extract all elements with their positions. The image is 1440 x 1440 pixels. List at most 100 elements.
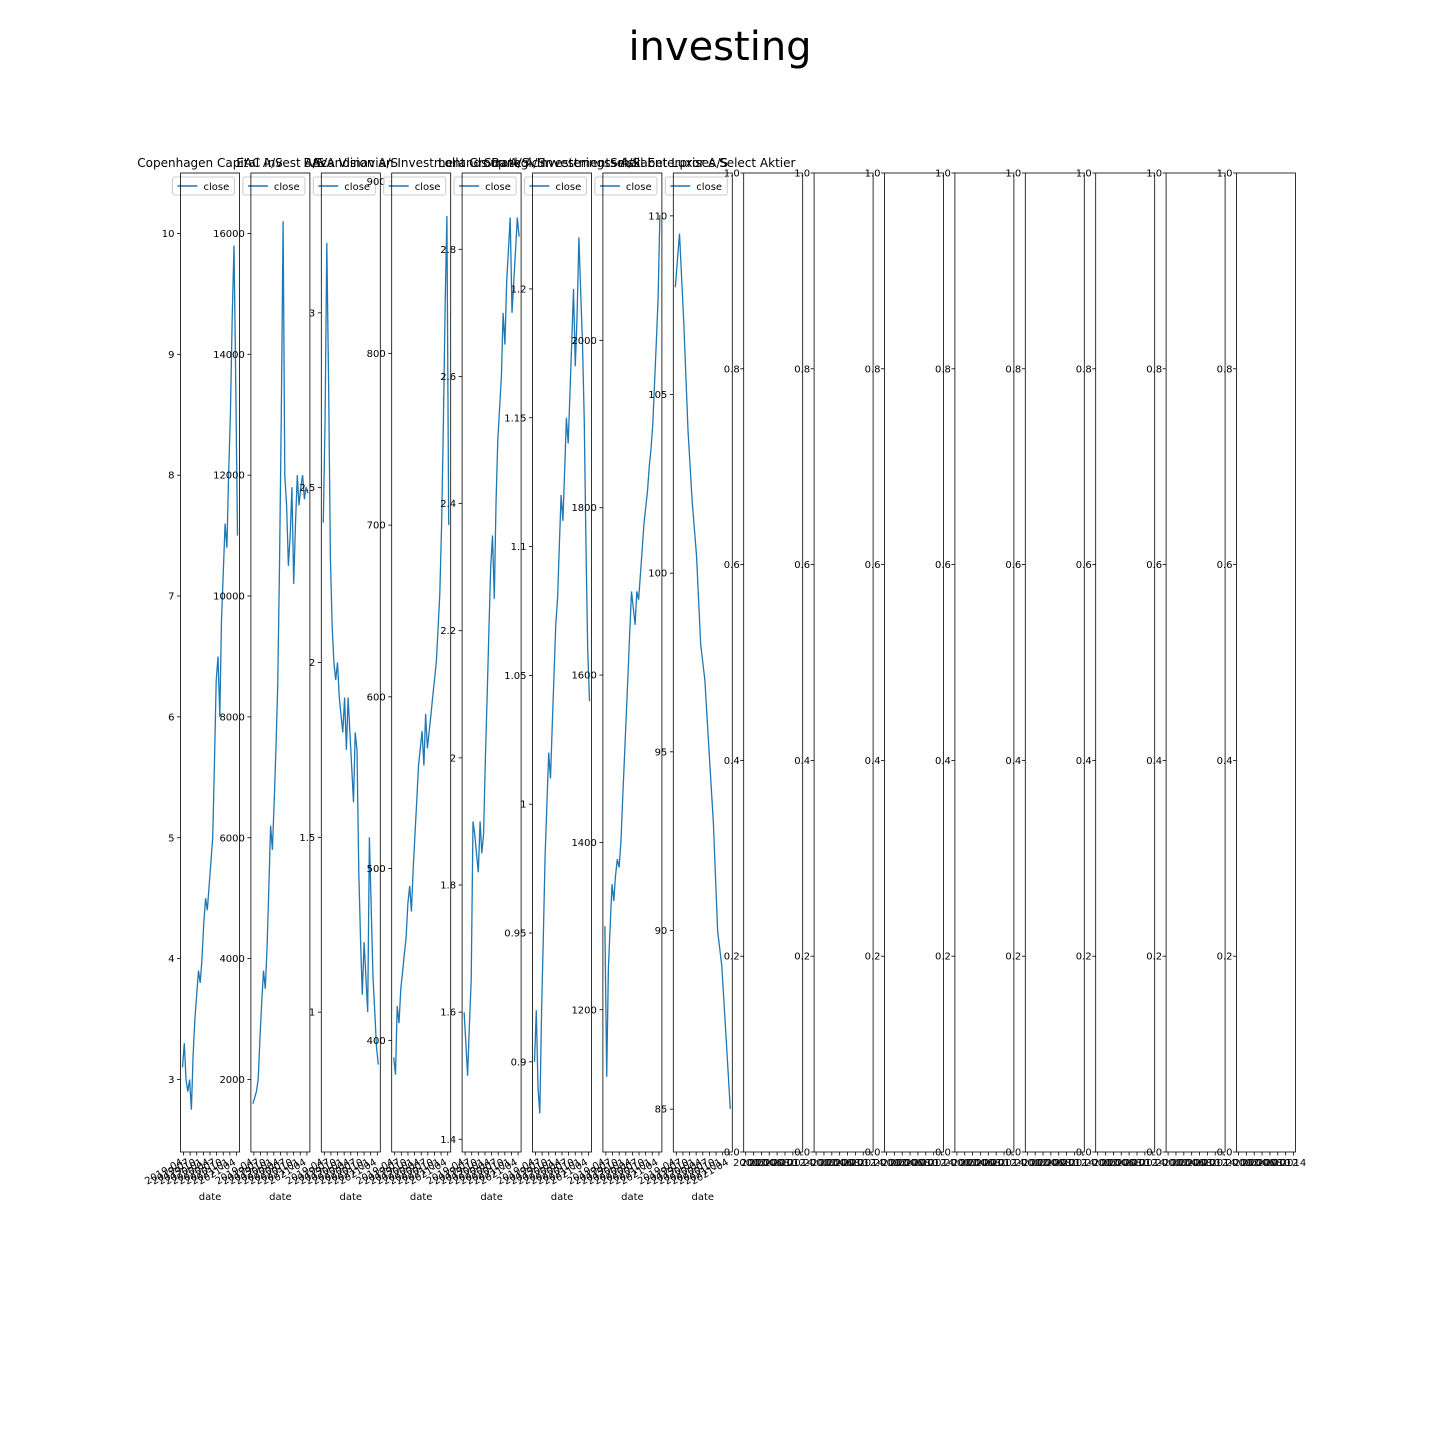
legend-label: close (274, 182, 300, 193)
subplot: 2000400060008000100001200014000160002019… (213, 156, 324, 1203)
x-tick-label: 2000 (1085, 1158, 1110, 1169)
y-tick-label: 1600 (571, 671, 596, 682)
y-tick-label: 2.2 (440, 626, 456, 637)
series-line (322, 242, 379, 1065)
y-tick-label: 1200 (571, 1005, 596, 1016)
y-tick-label: 0.6 (865, 560, 881, 571)
x-tick-label: 2008 (1187, 1158, 1212, 1169)
y-tick-label: 85 (655, 1105, 668, 1116)
y-tick-label: 1400 (571, 838, 596, 849)
x-axis-label: date (269, 1192, 292, 1203)
y-tick-label: 8 (168, 471, 174, 482)
axes-frame (532, 172, 592, 1153)
y-tick-label: 0.0 (935, 1148, 951, 1159)
subplot: 4005006007008009002019-042019-072019-102… (313, 156, 529, 1203)
y-tick-label: 0.2 (794, 952, 810, 963)
y-tick-label: 6000 (219, 833, 244, 844)
axes-frame (250, 172, 311, 1153)
y-tick-label: 4 (168, 954, 174, 965)
x-tick-label: 2006 (1038, 1158, 1063, 1169)
x-tick-label: 2012 (1273, 1158, 1298, 1169)
x-tick-label: 2002 (1093, 1158, 1118, 1169)
legend-box (172, 176, 235, 196)
y-tick-label: 0.2 (1076, 952, 1092, 963)
x-tick-label: 2012 (921, 1158, 946, 1169)
x-tick-label: 2014 (1140, 1158, 1165, 1169)
legend-label: close (415, 182, 441, 193)
y-tick-label: 1 (520, 800, 526, 811)
y-tick-label: 0.8 (794, 364, 810, 375)
y-tick-label: 3 (309, 308, 315, 319)
legend-label: close (344, 182, 370, 193)
subplot: 0.0 0.2 0.4 0.6 0.8 1.0 2000200220042006200820… (865, 169, 955, 1170)
y-tick-label: 700 (367, 521, 386, 532)
legend-label: close (204, 182, 230, 193)
subplot-grid: 3456789102019-042019-072019-102020-01202… (137, 156, 1306, 1203)
x-tick-label: 2008 (764, 1158, 789, 1169)
y-tick-label: 2.6 (440, 372, 456, 383)
y-tick-label: 1.05 (504, 671, 526, 682)
y-tick-label: 0.0 (794, 1148, 810, 1159)
y-tick-label: 1.0 (1217, 169, 1233, 180)
x-tick-label: 2014 (788, 1158, 813, 1169)
y-tick-label: 400 (367, 1036, 386, 1047)
subplot-title: Lollands Bank A/S (438, 156, 545, 170)
x-axis-label: date (410, 1192, 433, 1203)
y-tick-label: 0.6 (1146, 560, 1162, 571)
y-tick-label: 100 (648, 569, 667, 580)
x-tick-label: 2012 (1203, 1158, 1228, 1169)
y-tick-label: 0.0 (724, 1148, 740, 1159)
y-tick-label: 0.0 (865, 1148, 881, 1159)
y-tick-label: 14000 (213, 350, 245, 361)
x-tick-label: 2014 (1070, 1158, 1095, 1169)
y-tick-label: 0.8 (1076, 364, 1092, 375)
axes-frame (320, 172, 381, 1153)
subplot: 0.0 0.2 0.4 0.6 0.8 1.0 2000200220042006200820… (1076, 169, 1166, 1170)
y-tick-label: 600 (367, 692, 386, 703)
x-tick-label: 2006 (757, 1158, 782, 1169)
x-tick-label: 2008 (905, 1158, 930, 1169)
x-tick-label: 2000 (874, 1158, 899, 1169)
legend-box (383, 176, 447, 196)
subplot: 1.41.61.822.22.42.62.82019-042019-072019… (425, 156, 545, 1203)
x-tick-label: 2014 (929, 1158, 954, 1169)
x-axis-label: date (692, 1192, 715, 1203)
x-tick-label: 2006 (1109, 1158, 1134, 1169)
y-tick-label: 0.2 (724, 952, 740, 963)
y-tick-label: 2.8 (440, 245, 456, 256)
x-tick-label: 2014 (858, 1158, 883, 1169)
y-tick-label: 0.2 (1146, 952, 1162, 963)
y-tick-label: 2 (309, 658, 315, 669)
y-tick-label: 800 (367, 349, 386, 360)
y-tick-label: 0.8 (1146, 364, 1162, 375)
x-tick-label: 2004 (1030, 1158, 1055, 1169)
y-tick-label: 12000 (213, 471, 245, 482)
x-tick-label: 2012 (991, 1158, 1016, 1169)
y-tick-label: 9 (168, 350, 174, 361)
y-tick-label: 0.2 (1005, 952, 1021, 963)
x-tick-label: 2012 (1132, 1158, 1157, 1169)
legend-label: close (485, 182, 511, 193)
y-tick-label: 0.8 (865, 364, 881, 375)
x-tick-label: 2014 (1210, 1158, 1235, 1169)
subplot-title: Copenhagen Capital A/S (137, 156, 282, 170)
axes-frame (1165, 172, 1226, 1153)
x-tick-label: 2008 (1116, 1158, 1141, 1169)
axes-frame (954, 172, 1015, 1153)
subplot: 0.0 0.2 0.4 0.6 0.8 1.0 2000200220042006200820… (1146, 169, 1236, 1170)
y-tick-label: 1.5 (299, 833, 315, 844)
y-tick-label: 0.6 (1217, 560, 1233, 571)
y-tick-label: 0.8 (935, 364, 951, 375)
y-tick-label: 0.0 (1005, 1148, 1021, 1159)
legend-box (242, 176, 306, 196)
x-tick-label: 2004 (960, 1158, 985, 1169)
y-tick-label: 0.6 (724, 560, 740, 571)
x-tick-label: 2012 (851, 1158, 876, 1169)
x-axis-label: date (199, 1192, 222, 1203)
x-tick-label: 2008 (976, 1158, 1001, 1169)
y-tick-label: 1.0 (935, 169, 951, 180)
y-tick-label: 1.0 (1076, 169, 1092, 180)
y-tick-label: 0.0 (1217, 1148, 1233, 1159)
y-tick-label: 0.4 (1005, 756, 1021, 767)
x-tick-label: 2008 (835, 1158, 860, 1169)
